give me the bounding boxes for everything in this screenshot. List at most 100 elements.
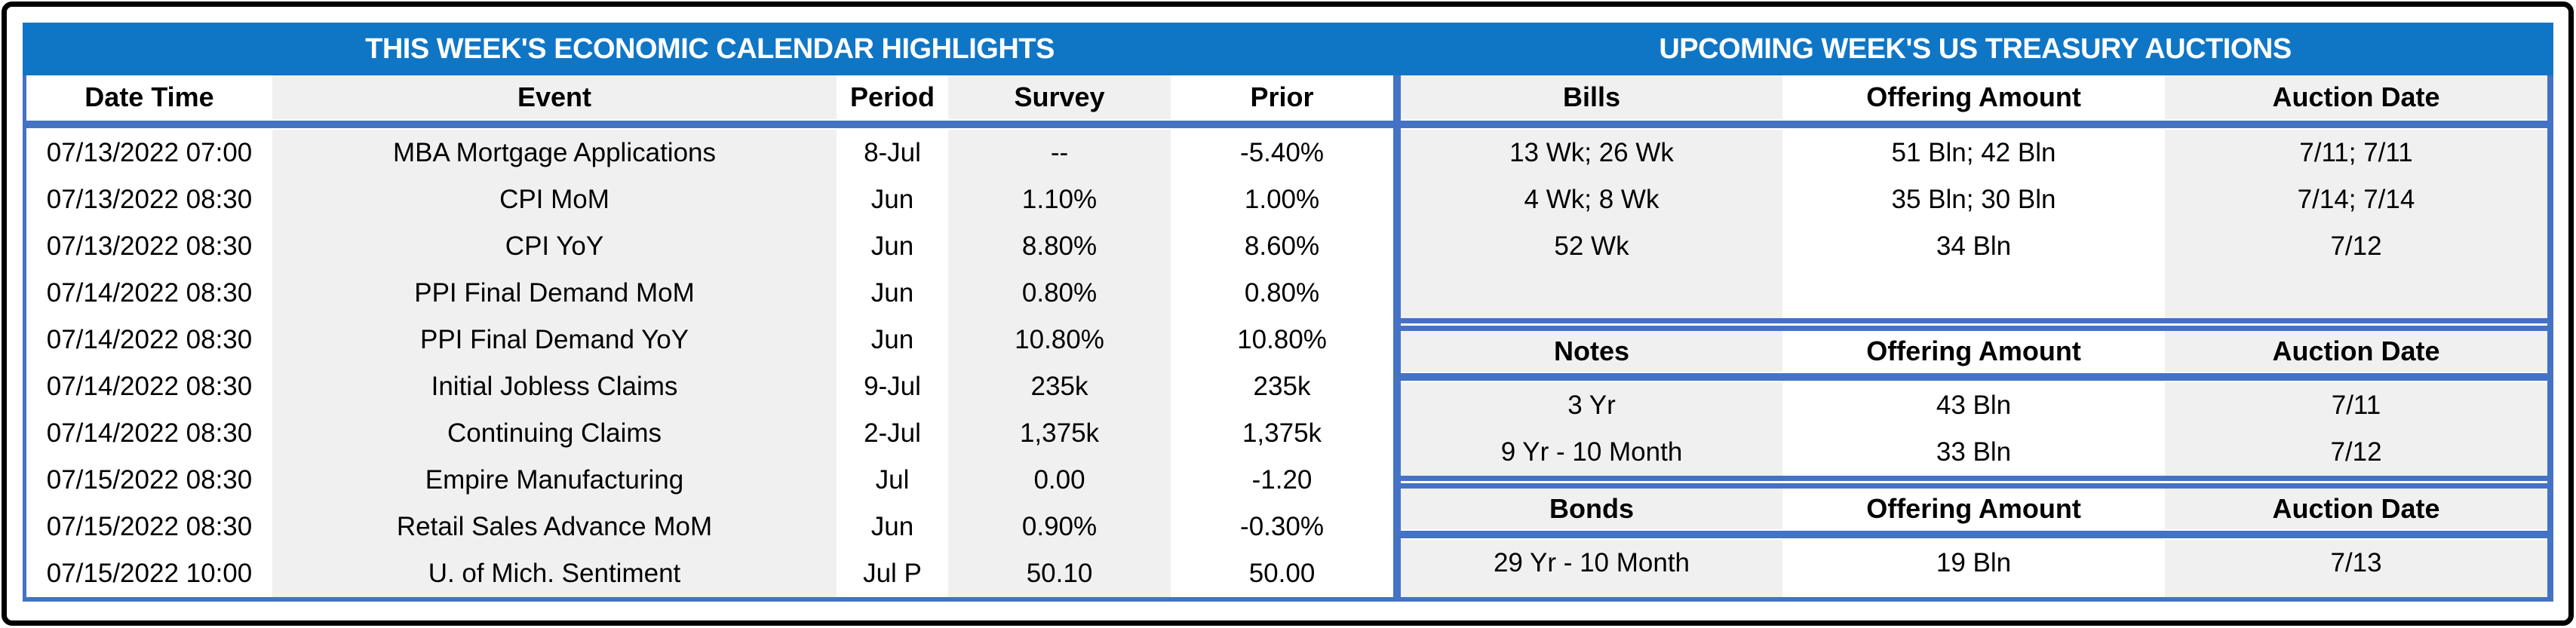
- date-time-cell: 07/15/2022 08:30: [26, 504, 272, 550]
- empty-cell: [2165, 587, 2547, 597]
- column-header-offering-amount: Offering Amount: [1782, 489, 2165, 529]
- offering-amount-cell: 19 Bln: [1782, 540, 2165, 587]
- prior-cell: 10.80%: [1171, 317, 1393, 363]
- period-cell: 8-Jul: [837, 130, 948, 176]
- period-cell: 2-Jul: [837, 410, 948, 457]
- column-header-bonds: Bonds: [1401, 489, 1782, 529]
- prior-cell: 1,375k: [1171, 410, 1393, 457]
- prior-cell: -0.30%: [1171, 504, 1393, 550]
- survey-cell: 0.90%: [948, 504, 1171, 550]
- event-cell: Retail Sales Advance MoM: [272, 504, 837, 550]
- header-separator-line: [1401, 531, 2547, 538]
- period-cell: Jul P: [837, 550, 948, 597]
- security-cell: 13 Wk; 26 Wk: [1401, 130, 1782, 176]
- offering-amount-cell: 35 Bln; 30 Bln: [1782, 176, 2165, 223]
- section-separator-line: [1401, 318, 2547, 331]
- auction-date-cell: 7/11: [2165, 382, 2547, 429]
- empty-cell: [1782, 587, 2165, 597]
- auction-date-cell: 7/12: [2165, 223, 2547, 270]
- auction-date-cell: 7/14; 7/14: [2165, 176, 2547, 223]
- column-header-date-time: Date Time: [26, 75, 272, 119]
- empty-cell: [2165, 270, 2547, 318]
- period-cell: Jun: [837, 317, 948, 363]
- column-header-offering-amount: Offering Amount: [1782, 331, 2165, 372]
- period-cell: Jun: [837, 270, 948, 317]
- economic-calendar-title: THIS WEEK'S ECONOMIC CALENDAR HIGHLIGHTS: [365, 32, 1055, 65]
- column-header-offering-amount: Offering Amount: [1782, 75, 2165, 119]
- event-cell: PPI Final Demand YoY: [272, 317, 837, 363]
- bills-header-row: Bills Offering Amount Auction Date: [1401, 75, 2547, 119]
- date-time-cell: 07/14/2022 08:30: [26, 317, 272, 363]
- security-cell: 4 Wk; 8 Wk: [1401, 176, 1782, 223]
- survey-cell: 1,375k: [948, 410, 1171, 457]
- title-bar: THIS WEEK'S ECONOMIC CALENDAR HIGHLIGHTS…: [23, 23, 2553, 75]
- prior-cell: 50.00: [1171, 550, 1393, 597]
- economic-calendar-body: 07/13/2022 07:00 MBA Mortgage Applicatio…: [26, 130, 1393, 597]
- offering-amount-cell: 43 Bln: [1782, 382, 2165, 429]
- period-cell: Jun: [837, 223, 948, 270]
- date-time-cell: 07/15/2022 10:00: [26, 550, 272, 597]
- period-cell: Jul: [837, 457, 948, 504]
- prior-cell: -1.20: [1171, 457, 1393, 504]
- date-time-cell: 07/14/2022 08:30: [26, 363, 272, 410]
- column-header-prior: Prior: [1171, 75, 1393, 119]
- event-cell: CPI YoY: [272, 223, 837, 270]
- prior-cell: -5.40%: [1171, 130, 1393, 176]
- tables-row: Date Time Event Period Survey Prior 07/1…: [23, 75, 2553, 602]
- auction-date-cell: 7/12: [2165, 429, 2547, 476]
- empty-cell: [1782, 270, 2165, 318]
- event-cell: U. of Mich. Sentiment: [272, 550, 837, 597]
- column-header-survey: Survey: [948, 75, 1171, 119]
- date-time-cell: 07/14/2022 08:30: [26, 270, 272, 317]
- event-cell: Empire Manufacturing: [272, 457, 837, 504]
- offering-amount-cell: 33 Bln: [1782, 429, 2165, 476]
- period-cell: Jun: [837, 176, 948, 223]
- column-header-period: Period: [837, 75, 948, 119]
- empty-cell: [1401, 270, 1782, 318]
- economic-calendar-table: Date Time Event Period Survey Prior 07/1…: [23, 75, 1397, 602]
- security-cell: 52 Wk: [1401, 223, 1782, 270]
- event-cell: MBA Mortgage Applications: [272, 130, 837, 176]
- security-cell: 29 Yr - 10 Month: [1401, 540, 1782, 587]
- event-cell: PPI Final Demand MoM: [272, 270, 837, 317]
- bonds-body: 29 Yr - 10 Month 19 Bln 7/13: [1401, 540, 2547, 597]
- column-header-auction-date: Auction Date: [2165, 331, 2547, 372]
- auction-date-cell: 7/11; 7/11: [2165, 130, 2547, 176]
- survey-cell: 0.00: [948, 457, 1171, 504]
- auction-date-cell: 7/13: [2165, 540, 2547, 587]
- notes-header-row: Notes Offering Amount Auction Date: [1401, 331, 2547, 372]
- event-cell: Continuing Claims: [272, 410, 837, 457]
- bills-body: 13 Wk; 26 Wk 51 Bln; 42 Bln 7/11; 7/11 4…: [1401, 130, 2547, 318]
- survey-cell: 8.80%: [948, 223, 1171, 270]
- date-time-cell: 07/15/2022 08:30: [26, 457, 272, 504]
- prior-cell: 8.60%: [1171, 223, 1393, 270]
- survey-cell: 50.10: [948, 550, 1171, 597]
- treasury-auctions-table: Bills Offering Amount Auction Date 13 Wk…: [1397, 75, 2553, 602]
- date-time-cell: 07/13/2022 08:30: [26, 223, 272, 270]
- empty-cell: [1401, 587, 1782, 597]
- survey-cell: 0.80%: [948, 270, 1171, 317]
- event-cell: CPI MoM: [272, 176, 837, 223]
- economic-calendar-header-row: Date Time Event Period Survey Prior: [26, 75, 1393, 119]
- period-cell: 9-Jul: [837, 363, 948, 410]
- survey-cell: 235k: [948, 363, 1171, 410]
- notes-body: 3 Yr 43 Bln 7/11 9 Yr - 10 Month 33 Bln …: [1401, 382, 2547, 476]
- survey-cell: 1.10%: [948, 176, 1171, 223]
- prior-cell: 0.80%: [1171, 270, 1393, 317]
- prior-cell: 1.00%: [1171, 176, 1393, 223]
- security-cell: 9 Yr - 10 Month: [1401, 429, 1782, 476]
- column-header-auction-date: Auction Date: [2165, 489, 2547, 529]
- column-header-event: Event: [272, 75, 837, 119]
- security-cell: 3 Yr: [1401, 382, 1782, 429]
- treasury-auctions-title: UPCOMING WEEK'S US TREASURY AUCTIONS: [1659, 32, 2292, 65]
- event-cell: Initial Jobless Claims: [272, 363, 837, 410]
- header-separator-line: [26, 121, 1393, 128]
- date-time-cell: 07/14/2022 08:30: [26, 410, 272, 457]
- column-header-notes: Notes: [1401, 331, 1782, 372]
- bonds-header-row: Bonds Offering Amount Auction Date: [1401, 489, 2547, 529]
- offering-amount-cell: 51 Bln; 42 Bln: [1782, 130, 2165, 176]
- column-header-bills: Bills: [1401, 75, 1782, 119]
- column-header-auction-date: Auction Date: [2165, 75, 2547, 119]
- section-separator-line: [1401, 476, 2547, 489]
- content-area: THIS WEEK'S ECONOMIC CALENDAR HIGHLIGHTS…: [23, 23, 2553, 602]
